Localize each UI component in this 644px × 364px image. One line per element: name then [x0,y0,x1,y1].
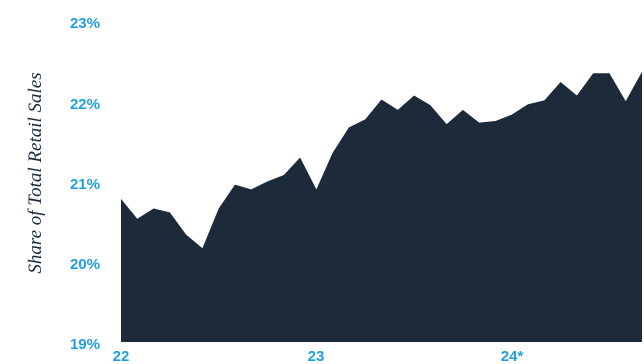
y-tick-22: 22% [70,96,100,113]
y-tick-21: 21% [70,176,100,193]
area-series [121,71,642,342]
y-axis-ticks: 19% 20% 21% 22% 23% [70,15,100,353]
y-tick-19: 19% [70,336,100,353]
x-tick-22: 22 [113,348,130,364]
y-tick-23: 23% [70,15,100,32]
x-tick-23: 23 [308,348,325,364]
y-axis-label: Share of Total Retail Sales [25,72,46,273]
x-tick-24: 24* [501,348,524,364]
x-axis-ticks: 22 23 24* [113,348,524,364]
y-tick-20: 20% [70,256,100,273]
